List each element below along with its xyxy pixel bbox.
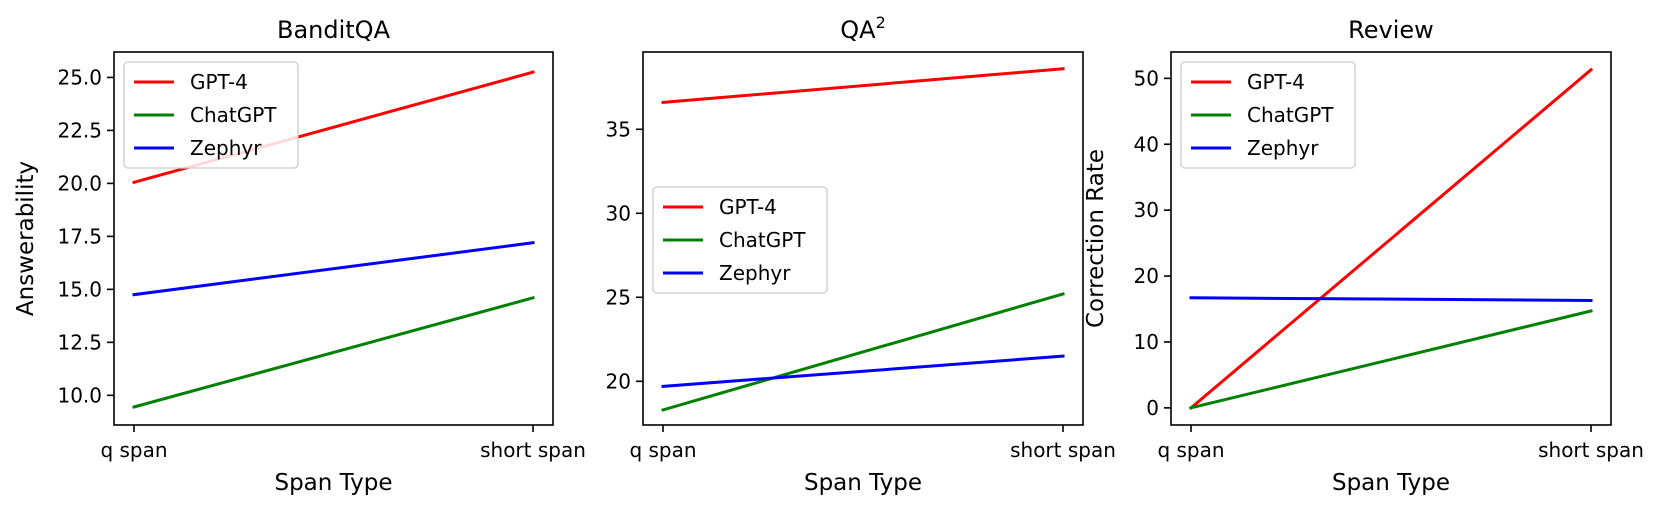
y-tick-label: 20	[1134, 264, 1159, 288]
legend-label: GPT-4	[1247, 70, 1305, 94]
x-axis-label: Span Type	[274, 470, 392, 496]
y-tick-label: 10.0	[57, 383, 102, 407]
y-tick-label: 12.5	[57, 330, 102, 354]
legend-box	[652, 186, 828, 294]
legend-label: Zephyr	[190, 136, 262, 160]
y-tick-label: 30	[1134, 198, 1159, 222]
series-line-gpt-4	[661, 67, 1065, 105]
axes-frame	[1170, 51, 1612, 426]
legend: GPT-4 ChatGPT Zephyr	[123, 61, 299, 169]
legend-box	[123, 61, 299, 169]
legend-label: GPT-4	[190, 70, 248, 94]
legend-label: ChatGPT	[719, 228, 806, 252]
series-line-chatgpt	[661, 292, 1065, 412]
chart-panel-1: 10.0 12.5 15.0 17.5 20.0 22.5 25.0 q span short …	[13, 16, 586, 496]
y-tick-label: 20.0	[57, 171, 102, 195]
y-tick-label: 20	[606, 369, 631, 393]
chart-title: QA2	[840, 13, 886, 44]
series-line-zephyr	[132, 241, 535, 297]
axes-frame	[113, 51, 554, 426]
chart-panel-2: 20 25 30 35 q span short span Span Type QA2 GPT-…	[606, 13, 1116, 496]
y-tick-label: 40	[1134, 132, 1159, 156]
y-tick-label: 10	[1134, 330, 1159, 354]
x-tick-label: short span	[480, 438, 586, 462]
chart-title-superscript: 2	[876, 13, 886, 32]
chart-panel-3: 0 10 20 30 40 50 q span short span Span Type Corr…	[1083, 16, 1644, 496]
legend-label: ChatGPT	[190, 103, 277, 127]
legend-label: GPT-4	[719, 195, 777, 219]
y-axis-label: Correction Rate	[1083, 149, 1109, 328]
x-tick-label: short span	[1538, 438, 1644, 462]
legend-box	[1180, 61, 1356, 169]
y-tick-label: 30	[606, 201, 631, 225]
y-tick-label: 17.5	[57, 224, 102, 248]
y-axis-label: Answerability	[13, 161, 39, 316]
y-tick-label: 50	[1134, 66, 1159, 90]
series-line-chatgpt	[132, 295, 535, 409]
legend: GPT-4 ChatGPT Zephyr	[1180, 61, 1356, 169]
y-tick-label: 35	[606, 117, 631, 141]
legend-label: Zephyr	[719, 261, 791, 285]
y-tick-label: 15.0	[57, 277, 102, 301]
legend-label: ChatGPT	[1247, 103, 1334, 127]
x-tick-label: q span	[100, 438, 167, 462]
x-tick-label: short span	[1010, 438, 1116, 462]
x-axis-label: Span Type	[1332, 470, 1450, 496]
legend: GPT-4 ChatGPT Zephyr	[652, 186, 828, 294]
series-line-zephyr	[1189, 296, 1593, 302]
axes-frame	[642, 51, 1084, 426]
legend-label: Zephyr	[1247, 136, 1319, 160]
x-tick-label: q span	[1157, 438, 1224, 462]
y-tick-label: 0	[1146, 396, 1159, 420]
y-tick-label: 22.5	[57, 118, 102, 142]
y-tick-label: 25	[606, 285, 631, 309]
x-tick-label: q span	[629, 438, 696, 462]
chart-title: Review	[1348, 16, 1434, 44]
series-line-zephyr	[661, 354, 1065, 388]
y-tick-label: 25.0	[57, 65, 102, 89]
x-axis-label: Span Type	[804, 470, 922, 496]
series-line-chatgpt	[1189, 309, 1593, 410]
chart-title: BanditQA	[277, 16, 391, 44]
series-line-gpt-4	[1188, 67, 1594, 410]
